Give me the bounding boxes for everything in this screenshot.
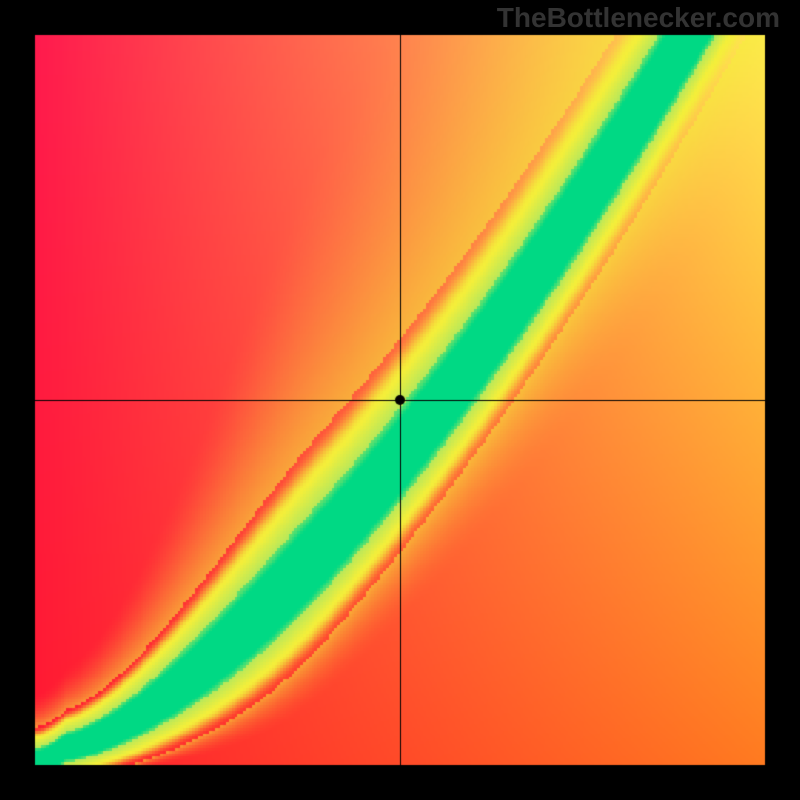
watermark-text: TheBottlenecker.com [497, 2, 780, 34]
bottleneck-heatmap [0, 0, 800, 800]
stage: TheBottlenecker.com [0, 0, 800, 800]
